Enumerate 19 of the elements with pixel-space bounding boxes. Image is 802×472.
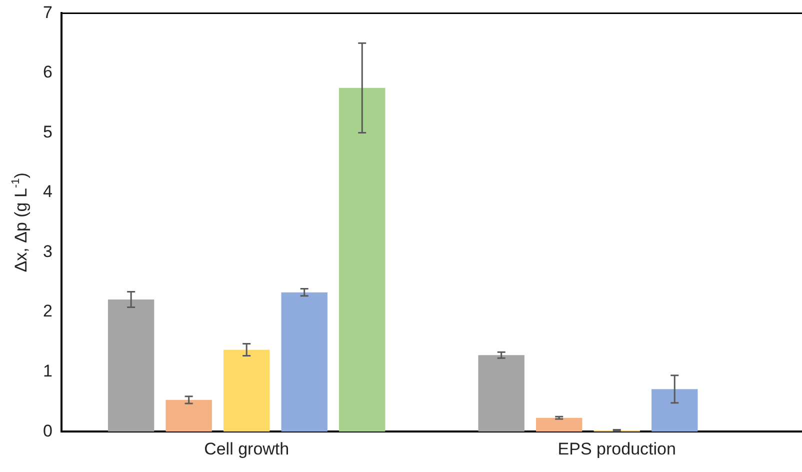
y-tick-label: 7 <box>42 2 52 22</box>
bar <box>652 389 698 432</box>
y-tick-label: 6 <box>42 62 52 82</box>
x-tick-label: Cell growth <box>204 439 290 458</box>
bar <box>536 418 582 432</box>
y-tick-label: 5 <box>42 122 52 142</box>
x-tick-label: EPS production <box>558 439 676 458</box>
bar <box>223 350 270 432</box>
y-tick-label: 3 <box>42 242 52 261</box>
bar <box>478 355 524 432</box>
bar <box>108 300 154 432</box>
y-tick-label: 1 <box>42 362 52 381</box>
y-tick-label: 4 <box>42 182 52 202</box>
bar <box>166 400 212 432</box>
y-tick-label: 2 <box>42 302 52 321</box>
y-tick-label: 0 <box>42 421 52 440</box>
bar <box>339 88 386 432</box>
y-axis-title: Δx, Δp (g L-1) <box>10 172 31 272</box>
bar <box>281 292 328 432</box>
